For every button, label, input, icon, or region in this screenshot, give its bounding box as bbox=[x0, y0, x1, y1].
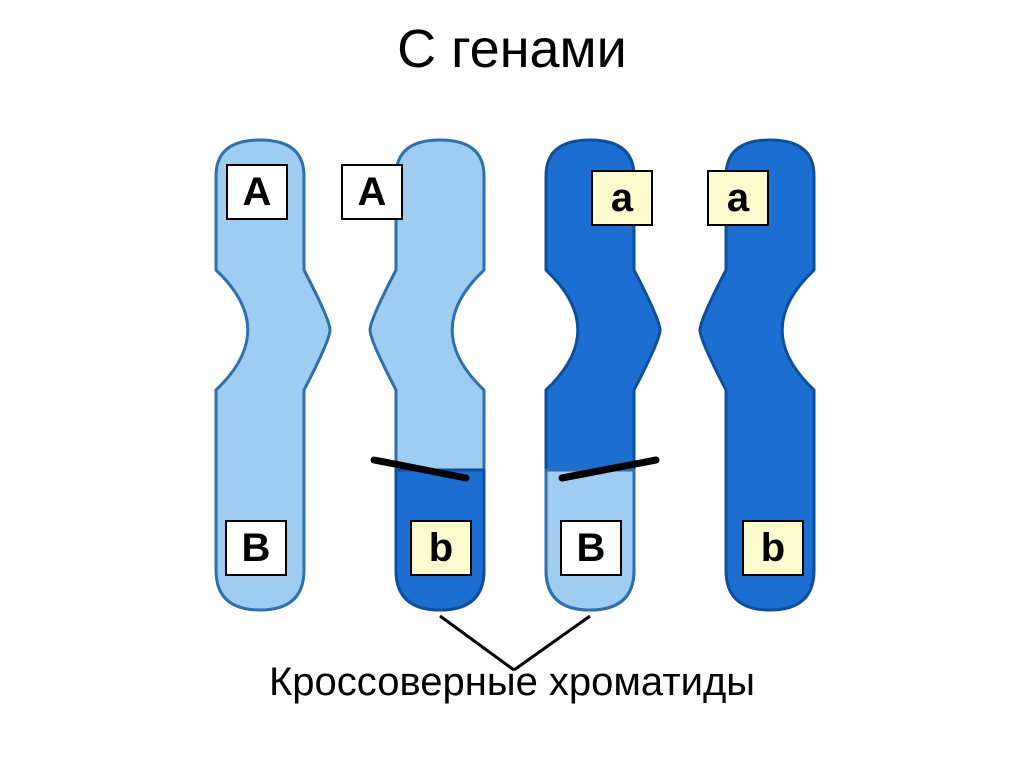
caption-text: Кроссоверные хроматиды bbox=[0, 660, 1024, 705]
allele-label-B1: B bbox=[225, 520, 287, 576]
chromosome-svg bbox=[0, 0, 1024, 767]
allele-label-a1: a bbox=[591, 170, 653, 226]
allele-label-b1: b bbox=[410, 520, 472, 576]
allele-label-B2: B bbox=[560, 520, 622, 576]
allele-label-A1: A bbox=[226, 164, 288, 220]
allele-label-a2: a bbox=[707, 170, 769, 226]
allele-label-A2: A bbox=[341, 164, 403, 220]
diagram-stage: С генами AAaaBbBb Кроссоверные хроматиды bbox=[0, 0, 1024, 767]
allele-label-b2: b bbox=[742, 520, 804, 576]
